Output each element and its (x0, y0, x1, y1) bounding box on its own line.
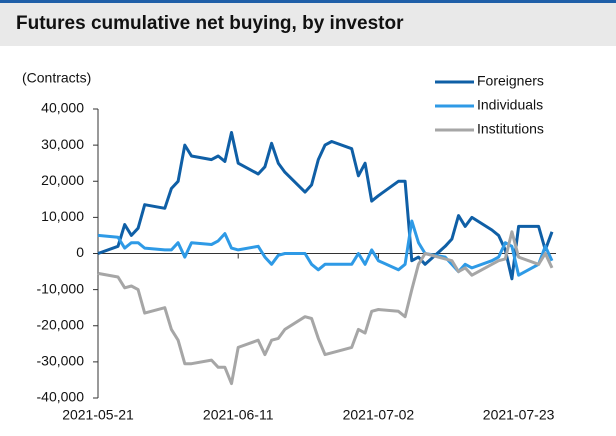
y-tick-label: -10,000 (37, 280, 85, 296)
y-axis-label: (Contracts) (22, 70, 91, 86)
legend-label: Institutions (477, 121, 544, 137)
y-tick-label: -30,000 (37, 353, 85, 369)
y-tick-label: -40,000 (37, 389, 85, 405)
legend-label: Individuals (477, 97, 543, 113)
chart-title: Futures cumulative net buying, by invest… (16, 13, 404, 34)
chart: (Contracts) -40,000 -30,000 -20,000 -10,000… (22, 70, 556, 423)
x-tick-label: 2021-07-02 (343, 407, 415, 423)
x-tick-label: 2021-05-21 (62, 407, 134, 423)
y-tick-label: 20,000 (41, 172, 84, 188)
y-tick-label: 40,000 (41, 100, 84, 116)
y-tick-label: -20,000 (37, 316, 85, 332)
legend-label: Foreigners (477, 73, 544, 89)
y-tick-label: 10,000 (41, 208, 84, 224)
x-tick-label: 2021-06-11 (203, 407, 274, 423)
x-tick-label: 2021-07-23 (483, 407, 555, 423)
series-line (97, 219, 554, 277)
series-line (97, 230, 554, 386)
y-tick-label: 0 (76, 244, 84, 260)
y-tick-label: 30,000 (41, 136, 84, 152)
series-line (97, 131, 554, 281)
header: Futures cumulative net buying, by invest… (0, 0, 616, 46)
